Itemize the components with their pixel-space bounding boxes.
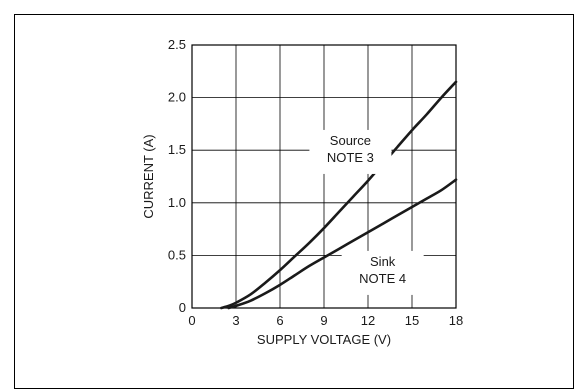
y-axis-label: CURRENT (A)	[141, 134, 156, 218]
annotation-note-4: NOTE 4	[359, 271, 406, 286]
annotation-note-3: NOTE 3	[327, 150, 374, 165]
annotation-source: Source	[330, 133, 371, 148]
annotation-background-source	[309, 129, 392, 174]
y-tick-label: 2.0	[168, 90, 186, 105]
y-tick-label: 1.5	[168, 142, 186, 157]
x-tick-label: 6	[276, 313, 283, 328]
series	[220, 80, 458, 310]
annotation-background-sink	[341, 250, 424, 295]
x-axis-label: SUPPLY VOLTAGE (V)	[257, 332, 391, 347]
series-line-source	[220, 80, 458, 310]
y-tick-label: 0	[179, 300, 186, 315]
x-tick-label: 9	[320, 313, 327, 328]
x-tick-label: 12	[361, 313, 375, 328]
annotation-sink: Sink	[370, 254, 396, 269]
series-line-sink	[227, 178, 458, 310]
y-tick-label: 2.5	[168, 37, 186, 52]
tick-labels: 0 3 6 9 12 15 18 0 0.5 1.0 1.5 2.0 2.5	[168, 37, 463, 328]
x-tick-label: 3	[232, 313, 239, 328]
annotations: Source NOTE 3 Sink NOTE 4	[309, 129, 424, 295]
y-tick-label: 0.5	[168, 247, 186, 262]
y-tick-label: 1.0	[168, 195, 186, 210]
x-tick-label: 0	[188, 313, 195, 328]
x-tick-label: 18	[449, 313, 463, 328]
plot-area-border	[191, 44, 457, 309]
x-tick-label: 15	[405, 313, 419, 328]
